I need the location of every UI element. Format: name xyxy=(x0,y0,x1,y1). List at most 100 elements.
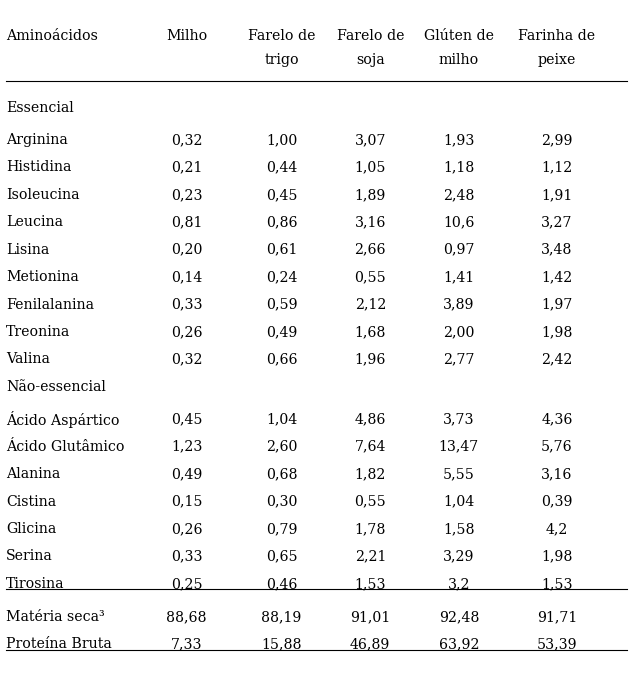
Text: 4,2: 4,2 xyxy=(546,522,568,536)
Text: 2,42: 2,42 xyxy=(541,353,573,366)
Text: 0,55: 0,55 xyxy=(354,270,386,284)
Text: Farelo de: Farelo de xyxy=(248,29,315,43)
Text: 3,16: 3,16 xyxy=(354,215,386,229)
Text: 3,89: 3,89 xyxy=(443,298,475,311)
Text: Ácido Glutâmico: Ácido Glutâmico xyxy=(6,440,125,453)
Text: 1,78: 1,78 xyxy=(354,522,386,536)
Text: 1,82: 1,82 xyxy=(354,467,386,481)
Text: 0,24: 0,24 xyxy=(266,270,298,284)
Text: 2,66: 2,66 xyxy=(354,243,386,257)
Text: 0,61: 0,61 xyxy=(266,243,298,257)
Text: Serina: Serina xyxy=(6,549,53,563)
Text: 0,59: 0,59 xyxy=(266,298,298,311)
Text: Tirosina: Tirosina xyxy=(6,577,65,591)
Text: Valina: Valina xyxy=(6,353,50,366)
Text: 1,05: 1,05 xyxy=(354,161,386,174)
Text: Treonina: Treonina xyxy=(6,325,71,339)
Text: 1,58: 1,58 xyxy=(443,522,475,536)
Text: 0,20: 0,20 xyxy=(171,243,203,257)
Text: milho: milho xyxy=(439,54,479,67)
Text: 0,45: 0,45 xyxy=(171,412,203,426)
Text: Farelo de: Farelo de xyxy=(337,29,404,43)
Text: 0,49: 0,49 xyxy=(266,325,298,339)
Text: 2,21: 2,21 xyxy=(354,549,386,563)
Text: 2,99: 2,99 xyxy=(541,133,573,147)
Text: peixe: peixe xyxy=(538,54,576,67)
Text: 91,01: 91,01 xyxy=(350,610,391,624)
Text: 3,48: 3,48 xyxy=(541,243,573,257)
Text: 88,19: 88,19 xyxy=(261,610,302,624)
Text: 3,07: 3,07 xyxy=(354,133,386,147)
Text: 1,89: 1,89 xyxy=(354,188,386,202)
Text: 2,12: 2,12 xyxy=(354,298,386,311)
Text: 2,60: 2,60 xyxy=(266,440,298,453)
Text: 0,33: 0,33 xyxy=(171,298,203,311)
Text: 1,53: 1,53 xyxy=(541,577,573,591)
Text: 3,73: 3,73 xyxy=(443,412,475,426)
Text: 3,29: 3,29 xyxy=(443,549,475,563)
Text: 0,25: 0,25 xyxy=(171,577,203,591)
Text: Glúten de: Glúten de xyxy=(424,29,494,43)
Text: 53,39: 53,39 xyxy=(537,637,577,651)
Text: 3,16: 3,16 xyxy=(541,467,573,481)
Text: Não-essencial: Não-essencial xyxy=(6,380,106,394)
Text: 0,32: 0,32 xyxy=(171,133,203,147)
Text: 3,2: 3,2 xyxy=(448,577,470,591)
Text: 4,86: 4,86 xyxy=(354,412,386,426)
Text: Metionina: Metionina xyxy=(6,270,79,284)
Text: 1,04: 1,04 xyxy=(266,412,298,426)
Text: trigo: trigo xyxy=(265,54,299,67)
Text: 0,55: 0,55 xyxy=(354,495,386,508)
Text: 0,65: 0,65 xyxy=(266,549,298,563)
Text: 1,04: 1,04 xyxy=(443,495,475,508)
Text: 13,47: 13,47 xyxy=(439,440,479,453)
Text: Ácido Aspártico: Ácido Aspártico xyxy=(6,411,120,428)
Text: Alanina: Alanina xyxy=(6,467,61,481)
Text: soja: soja xyxy=(356,54,385,67)
Text: 5,55: 5,55 xyxy=(443,467,475,481)
Text: 5,76: 5,76 xyxy=(541,440,573,453)
Text: Isoleucina: Isoleucina xyxy=(6,188,80,202)
Text: 0,26: 0,26 xyxy=(171,325,203,339)
Text: 7,64: 7,64 xyxy=(354,440,386,453)
Text: 0,44: 0,44 xyxy=(266,161,298,174)
Text: 15,88: 15,88 xyxy=(261,637,302,651)
Text: 1,97: 1,97 xyxy=(541,298,573,311)
Text: 1,53: 1,53 xyxy=(354,577,386,591)
Text: 1,91: 1,91 xyxy=(541,188,573,202)
Text: 1,41: 1,41 xyxy=(443,270,475,284)
Text: 1,42: 1,42 xyxy=(541,270,573,284)
Text: Aminoácidos: Aminoácidos xyxy=(6,29,98,43)
Text: 1,98: 1,98 xyxy=(541,325,573,339)
Text: Leucina: Leucina xyxy=(6,215,63,229)
Text: 0,32: 0,32 xyxy=(171,353,203,366)
Text: 0,30: 0,30 xyxy=(266,495,298,508)
Text: 0,81: 0,81 xyxy=(171,215,203,229)
Text: Essencial: Essencial xyxy=(6,101,74,115)
Text: Histidina: Histidina xyxy=(6,161,72,174)
Text: Proteína Bruta: Proteína Bruta xyxy=(6,637,112,651)
Text: 1,12: 1,12 xyxy=(541,161,573,174)
Text: Farinha de: Farinha de xyxy=(518,29,596,43)
Text: 0,39: 0,39 xyxy=(541,495,573,508)
Text: 0,33: 0,33 xyxy=(171,549,203,563)
Text: 88,68: 88,68 xyxy=(166,610,207,624)
Text: Cistina: Cistina xyxy=(6,495,56,508)
Text: 0,21: 0,21 xyxy=(171,161,203,174)
Text: 91,71: 91,71 xyxy=(537,610,577,624)
Text: 0,23: 0,23 xyxy=(171,188,203,202)
Text: 1,93: 1,93 xyxy=(443,133,475,147)
Text: 0,97: 0,97 xyxy=(443,243,475,257)
Text: 2,00: 2,00 xyxy=(443,325,475,339)
Text: 3,27: 3,27 xyxy=(541,215,573,229)
Text: Fenilalanina: Fenilalanina xyxy=(6,298,94,311)
Text: 0,46: 0,46 xyxy=(266,577,298,591)
Text: 0,66: 0,66 xyxy=(266,353,298,366)
Text: 46,89: 46,89 xyxy=(350,637,391,651)
Text: Glicina: Glicina xyxy=(6,522,56,536)
Text: 1,96: 1,96 xyxy=(354,353,386,366)
Text: 0,79: 0,79 xyxy=(266,522,298,536)
Text: 0,49: 0,49 xyxy=(171,467,203,481)
Text: 0,86: 0,86 xyxy=(266,215,298,229)
Text: Milho: Milho xyxy=(166,29,208,43)
